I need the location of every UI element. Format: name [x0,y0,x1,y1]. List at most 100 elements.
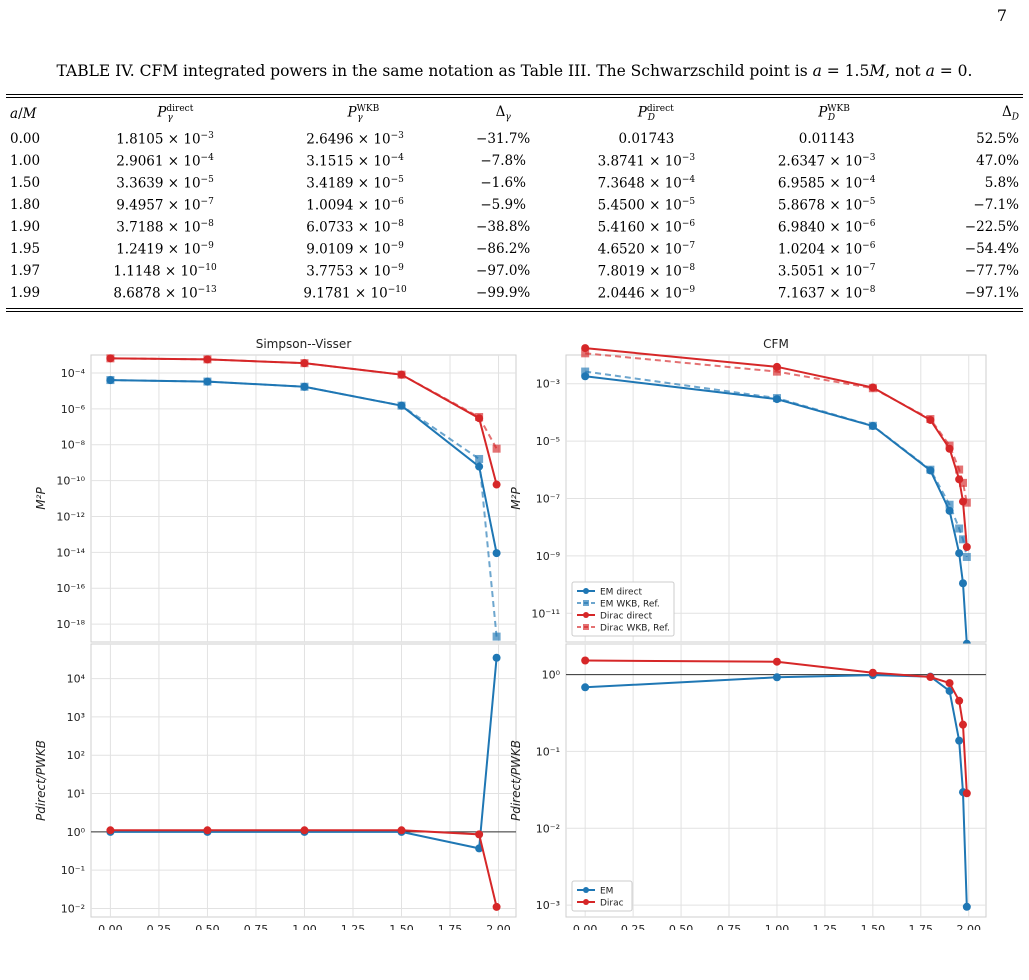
cell-delta-d: −77.7% [964,263,1019,280]
data-point-dirac_direct [962,542,971,551]
chart-sv_power: 10⁻⁴ 10⁻⁶ 10⁻⁸ 10⁻¹⁰ 10⁻¹² 10⁻¹⁴ 10⁻¹⁶ 10⁻¹⁸ Sim… [34,337,517,643]
x-tick-label: 1.00 [292,923,317,930]
x-tick-label: 2.00 [486,923,511,930]
data-point-em [772,673,781,682]
cell-a-over-m: 1.90 [10,219,41,236]
data-point-dirac_wkb [203,355,212,364]
legend-label: EM WKB, Ref. [600,600,660,610]
cell-delta-gamma: −86.2% [476,241,531,258]
y-axis-label: Pdirect/PWKB [34,740,48,821]
x-tick-label: 0.00 [98,923,123,930]
x-tick-label: 0.75 [244,923,269,930]
cell-p-gamma-wkb: 3.1515 × 10−4 [306,152,404,170]
data-point-dirac_wkb [926,415,935,424]
cell-a-over-m: 1.80 [10,197,41,214]
data-point-dirac_wkb [581,349,590,358]
data-point-em_wkb [945,500,954,509]
header-p-gamma-wkb: PWKBγ [347,104,380,124]
y-tick-label: 10⁻¹¹ [531,607,560,620]
table-row: 0.00 1.8105 × 10−3 2.6496 × 10−3 −31.7% 0.01… [6,128,1023,150]
y-tick-label: 10⁻¹⁸ [56,618,85,631]
cell-p-gamma-wkb: 6.0733 × 10−8 [306,218,404,236]
data-point-dirac [581,656,590,665]
cell-p-gamma-direct: 9.4957 × 10−7 [116,196,214,214]
cell-delta-d: 47.0% [976,153,1019,170]
cell-delta-d: −97.1% [964,285,1019,302]
y-tick-label: 10⁻² [61,902,85,915]
data-point-dirac [868,668,877,677]
data-point-em_direct [492,549,501,558]
cell-delta-d: −22.5% [964,219,1019,236]
legend-marker [583,600,589,606]
data-point-em_wkb [955,524,964,533]
data-point-em_wkb [203,377,212,386]
y-tick-label: 10⁰ [542,669,561,682]
results-table: a/M Pdirectγ PWKBγ Δγ PdirectD PWKBD ΔD … [6,94,1023,313]
table-row: 1.80 9.4957 × 10−7 1.0094 × 10−6 −5.9% 5.450… [6,194,1023,216]
data-point-dirac [945,679,954,688]
page-number: 7 [996,6,1007,25]
cell-a-over-m: 1.97 [10,263,41,280]
legend-label: EM direct [600,588,643,598]
data-point-dirac [475,830,484,839]
data-point-dirac [106,826,115,835]
header-delta-d: ΔD [1002,104,1019,123]
data-point-em_wkb [300,382,309,391]
legend-label: EM [600,887,613,897]
data-point-em_wkb [926,465,935,474]
cell-p-gamma-direct: 8.6878 × 10−13 [113,284,217,302]
y-tick-label: 10⁻¹² [56,510,85,523]
table-row: 1.00 2.9061 × 10−4 3.1515 × 10−4 −7.8% 3.874… [6,150,1023,172]
data-point-dirac_wkb [772,367,781,376]
data-point-em_wkb [475,454,484,463]
data-point-dirac_wkb [868,384,877,393]
series-line-em [110,657,498,850]
cell-delta-gamma: −5.9% [480,197,526,214]
chart-cfm_ratio: 0.00 0.25 0.50 0.75 1.00 1.25 1.50 1.75 2.00 10⁰ 1… [509,643,987,930]
cell-p-gamma-direct: 1.8105 × 10−3 [116,130,214,148]
y-axis-label: M²P [34,487,48,510]
series-line-em [585,674,968,907]
x-tick-label: 0.25 [147,923,172,930]
y-tick-label: 10³ [67,711,85,724]
cell-delta-gamma: −31.7% [476,131,531,148]
chart-title: CFM [763,337,789,351]
cell-a-over-m: 1.50 [10,175,41,192]
data-point-dirac_wkb [300,359,309,368]
data-point-dirac_direct [492,480,501,489]
data-point-dirac_wkb [492,444,501,453]
cell-p-gamma-wkb: 9.1781 × 10−10 [303,284,407,302]
x-tick-label: 0.25 [621,923,646,930]
y-tick-label: 10⁰ [67,826,86,839]
data-point-dirac [962,789,971,798]
data-point-dirac_wkb [106,354,115,363]
y-tick-label: 10¹ [67,788,85,801]
header-delta-gamma: Δγ [495,104,511,123]
legend-marker [583,624,589,630]
cell-a-over-m: 1.00 [10,153,41,170]
data-point-dirac [203,826,212,835]
data-point-em_wkb [397,401,406,410]
data-point-dirac [958,720,967,729]
legend-marker [583,887,589,893]
table-row: 1.95 1.2419 × 10−9 9.0109 × 10−9 −86.2% 4.65… [6,238,1023,260]
data-point-em_wkb [962,552,971,561]
cell-p-d-wkb: 5.8678 × 10−5 [777,196,876,214]
data-point-em [955,736,964,745]
data-point-dirac_wkb [962,498,971,507]
data-point-dirac [397,826,406,835]
table-row: 1.90 3.7188 × 10−8 6.0733 × 10−8 −38.8% 5.41… [6,216,1023,238]
x-tick-label: 1.00 [765,923,790,930]
figure-panels: 10⁻⁴ 10⁻⁶ 10⁻⁸ 10⁻¹⁰ 10⁻¹² 10⁻¹⁴ 10⁻¹⁶ 10⁻¹⁸ Sim… [34,337,987,930]
table-row: 1.97 1.1148 × 10−10 3.7753 × 10−9 −97.0% 7.8… [6,260,1023,282]
y-tick-label: 10⁻³ [536,899,560,912]
data-point-em [945,686,954,695]
cell-p-gamma-wkb: 3.4189 × 10−5 [306,174,404,192]
cell-p-d-direct: 5.4500 × 10−5 [597,196,696,214]
header-p-d-wkb: PWKBD [818,104,850,124]
x-tick-label: 1.75 [438,923,463,930]
data-point-dirac [955,696,964,705]
cell-p-gamma-direct: 3.3639 × 10−5 [116,174,214,192]
data-point-em [581,683,590,692]
header-a-over-m: a/M [10,105,37,122]
